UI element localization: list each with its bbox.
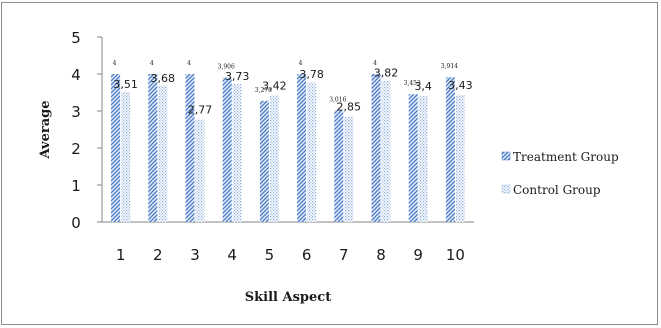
data-label-treatment: 4 bbox=[187, 60, 191, 67]
data-label-control: 3,73 bbox=[225, 70, 250, 83]
data-label-control: 2,85 bbox=[337, 101, 362, 114]
data-label-treatment: 3,906 bbox=[218, 63, 235, 70]
legend-swatch bbox=[501, 184, 511, 194]
y-axis-title: Average bbox=[38, 100, 53, 159]
data-label-treatment: 3,016 bbox=[329, 96, 346, 103]
bar-treatment-group bbox=[111, 74, 121, 222]
legend-label: Control Group bbox=[513, 183, 601, 197]
bar-treatment-group bbox=[148, 74, 158, 222]
bar-control-group bbox=[307, 82, 317, 222]
data-label-treatment: 4 bbox=[150, 60, 154, 67]
y-tick-label: 4 bbox=[71, 66, 81, 84]
data-label-treatment: 4 bbox=[299, 60, 303, 67]
bar-treatment-group bbox=[222, 77, 232, 222]
y-tick-label: 0 bbox=[71, 214, 81, 232]
data-label-treatment: 3,453 bbox=[404, 80, 421, 87]
x-tick-label: 7 bbox=[339, 246, 349, 264]
bar-treatment-group bbox=[371, 74, 381, 222]
data-label-control: 2,77 bbox=[188, 104, 213, 117]
bar-control-group bbox=[455, 95, 465, 222]
data-label-treatment: 4 bbox=[113, 60, 117, 67]
y-tick-label: 2 bbox=[71, 140, 81, 158]
x-tick-label: 1 bbox=[116, 246, 126, 264]
bar-treatment-group bbox=[259, 100, 269, 222]
bar-control-group bbox=[195, 119, 205, 222]
bar-treatment-group bbox=[334, 110, 344, 222]
data-label-treatment: 3,276 bbox=[255, 87, 272, 94]
y-tick-label: 5 bbox=[71, 29, 81, 47]
x-tick-label: 5 bbox=[265, 246, 275, 264]
bar-treatment-group bbox=[445, 77, 455, 222]
bar-control-group bbox=[158, 85, 168, 222]
data-label-treatment: 3,914 bbox=[441, 63, 458, 70]
x-tick-label: 8 bbox=[376, 246, 386, 264]
bar-control-group bbox=[269, 95, 279, 222]
y-tick-label: 1 bbox=[71, 177, 81, 195]
x-tick-label: 3 bbox=[190, 246, 200, 264]
data-label-control: 3,82 bbox=[374, 67, 399, 80]
x-tick-label: 9 bbox=[413, 246, 423, 264]
legend-label: Treatment Group bbox=[513, 150, 619, 164]
data-label-control: 3,68 bbox=[151, 72, 176, 85]
x-tick-label: 2 bbox=[153, 246, 163, 264]
bar-treatment-group bbox=[408, 94, 418, 222]
x-tick-label: 10 bbox=[446, 246, 465, 264]
data-label-control: 3,42 bbox=[262, 79, 287, 92]
data-label-control: 3,4 bbox=[414, 80, 432, 93]
chart-area bbox=[1, 2, 658, 325]
bar-control-group bbox=[344, 116, 354, 222]
x-tick-label: 6 bbox=[302, 246, 312, 264]
x-axis-title: Skill Aspect bbox=[245, 290, 331, 305]
bar-treatment-group bbox=[297, 74, 307, 222]
data-label-control: 3,51 bbox=[113, 78, 138, 91]
bar-treatment-group bbox=[185, 74, 195, 222]
data-label-control: 3,78 bbox=[299, 68, 324, 81]
data-label-treatment: 4 bbox=[373, 60, 377, 67]
bar-control-group bbox=[381, 80, 391, 222]
bar-control-group bbox=[418, 96, 428, 222]
bar-control-group bbox=[232, 83, 242, 223]
legend-swatch bbox=[501, 151, 511, 161]
data-label-control: 3,43 bbox=[448, 79, 473, 92]
x-tick-label: 4 bbox=[227, 246, 237, 264]
y-tick-label: 3 bbox=[71, 103, 81, 121]
bar-control-group bbox=[121, 92, 131, 222]
